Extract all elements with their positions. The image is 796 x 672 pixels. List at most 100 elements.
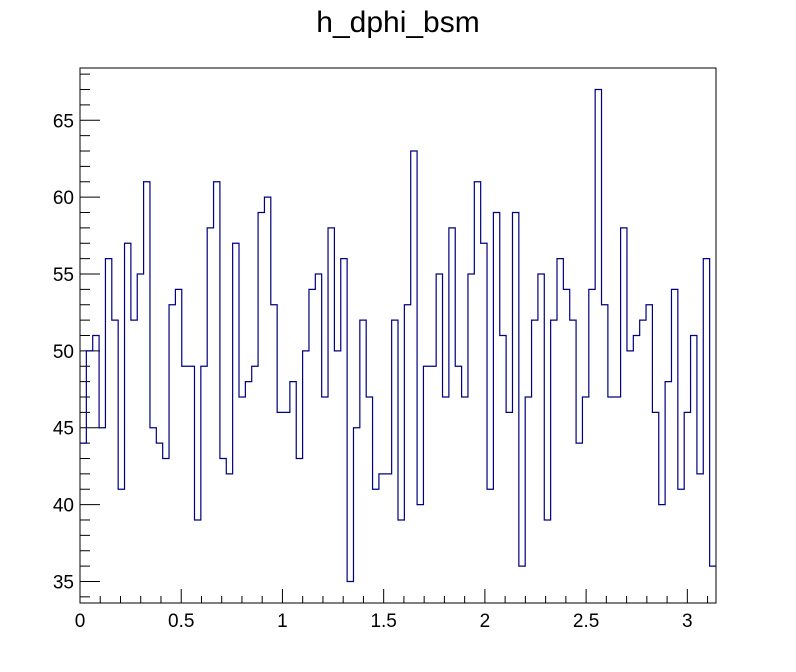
histogram-bin [131, 320, 137, 603]
x-tick-label: 0.5 [168, 611, 194, 632]
histogram-bin [519, 566, 525, 603]
histogram-bin [563, 289, 569, 603]
histogram-bin [710, 566, 716, 603]
histogram-bin [258, 213, 264, 603]
histogram-bin [449, 228, 455, 603]
chart-title: h_dphi_bsm [316, 6, 479, 39]
histogram-bin [525, 397, 531, 603]
histogram-bin [493, 213, 499, 603]
histogram-bin [608, 397, 614, 603]
histogram-bin [462, 397, 468, 603]
histogram-bin [404, 305, 410, 603]
histogram-bin [423, 366, 429, 603]
histogram-bin [328, 228, 334, 603]
histogram-bin [315, 274, 321, 603]
histogram-bin [163, 458, 169, 603]
histogram-bin [570, 320, 576, 603]
histogram-bin [296, 458, 302, 603]
histogram-bin [214, 182, 220, 603]
histogram-bin [144, 182, 150, 603]
y-tick-label: 55 [53, 265, 74, 286]
histogram-bin [93, 336, 99, 604]
histogram-bin [506, 412, 512, 603]
histogram-bin [417, 505, 423, 603]
histogram-bin [697, 474, 703, 603]
histogram-bin [182, 366, 188, 603]
x-tick-label: 1.5 [370, 611, 396, 632]
histogram-bin [226, 474, 232, 603]
histogram-bin [551, 320, 557, 603]
x-tick-label: 0 [75, 611, 86, 632]
histogram-bin [188, 366, 194, 603]
y-tick-label: 60 [53, 188, 74, 209]
histogram-bin [150, 428, 156, 603]
histogram-bin [538, 274, 544, 603]
histogram-bin [646, 305, 652, 603]
histogram-bin [398, 520, 404, 603]
histogram-bin [532, 320, 538, 603]
y-axis: 35 40 45 50 55 60 65 [53, 73, 100, 598]
histogram-bin [436, 274, 442, 603]
histogram-bin [80, 443, 86, 603]
histogram-bin [360, 320, 366, 603]
x-tick-label: 2.5 [573, 611, 599, 632]
histogram-bin [290, 382, 296, 603]
histogram-bin [684, 412, 690, 603]
histogram-bin [678, 489, 684, 603]
histogram-bin [252, 366, 258, 603]
histogram-bin [500, 336, 506, 604]
histogram-bin [264, 197, 270, 603]
histogram-bin [341, 259, 347, 603]
histogram-bin [691, 336, 697, 604]
y-tick-label: 35 [53, 572, 74, 593]
histogram-bin [156, 443, 162, 603]
histogram-line [80, 88, 716, 583]
histogram-bin [194, 520, 200, 603]
histogram-bin [665, 382, 671, 603]
y-tick-label: 50 [53, 342, 74, 363]
histogram-bin [347, 581, 353, 603]
histogram-bin [557, 259, 563, 603]
histogram-bin [614, 397, 620, 603]
histogram-bin [468, 274, 474, 603]
histogram-bin [175, 289, 181, 603]
histogram-bin [602, 305, 608, 603]
histogram-bin [385, 474, 391, 603]
histogram-bin [589, 289, 595, 603]
x-tick-label: 3 [682, 611, 693, 632]
histogram-bin [576, 443, 582, 603]
histogram-bin [118, 489, 124, 603]
histogram-bin [411, 151, 417, 603]
histogram-bin [659, 505, 665, 603]
histogram-bin [137, 274, 143, 603]
histogram-bin [455, 366, 461, 603]
histogram-bin [125, 243, 131, 603]
histogram-bin [112, 320, 118, 603]
histogram-bin [512, 213, 518, 603]
y-tick-label: 40 [53, 496, 74, 517]
histogram-bin [582, 397, 588, 603]
histogram-bin [284, 412, 290, 603]
histogram-bin [443, 397, 449, 603]
histogram-bin [640, 320, 646, 603]
histogram-bin [239, 397, 245, 603]
histogram-bin [474, 182, 480, 603]
y-tick-label: 65 [53, 111, 74, 132]
x-axis: 0 0.5 1 1.5 2 2.5 3 [75, 589, 709, 632]
x-tick-label: 2 [480, 611, 491, 632]
histogram-bin [220, 458, 226, 603]
histogram-bin [201, 366, 207, 603]
histogram-bin [430, 366, 436, 603]
histogram-bin [671, 289, 677, 603]
histogram-bin [633, 336, 639, 604]
histogram-bin [233, 243, 239, 603]
histogram-bin [366, 397, 372, 603]
histogram-bin [169, 305, 175, 603]
histogram-bin [322, 397, 328, 603]
histogram-bin [627, 351, 633, 603]
histogram-bin [271, 305, 277, 603]
histogram-bin [481, 243, 487, 603]
histogram-bin [334, 351, 340, 603]
histogram-bin [487, 489, 493, 603]
